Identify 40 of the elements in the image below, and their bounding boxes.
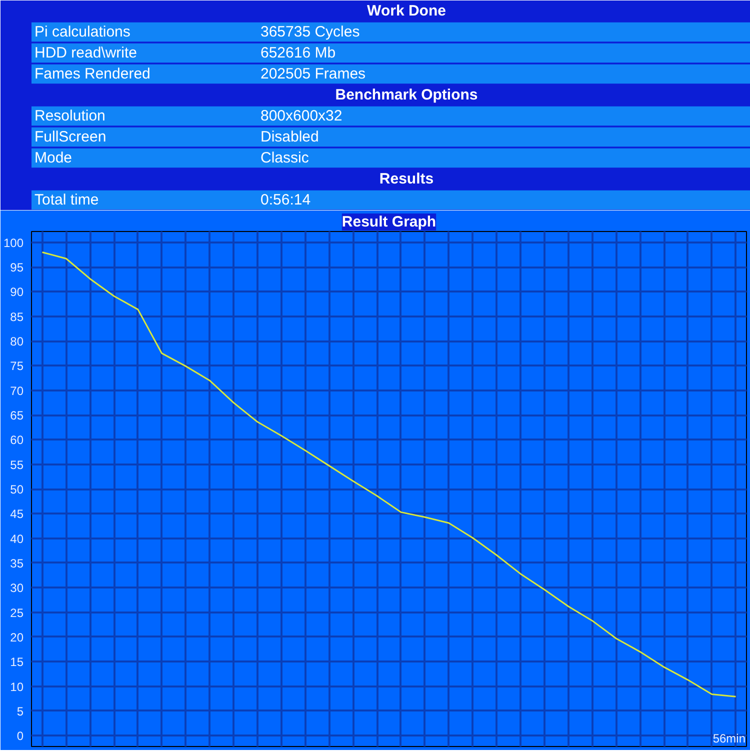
text: Total time [34,192,99,208]
y-tick-label: 20 [10,630,24,644]
annotation: 56min [712,732,746,746]
y-tick-label: 90 [10,285,24,300]
text: 0:56:14 [260,192,311,208]
text: Resolution [34,108,106,124]
text: HDD read\write [34,44,138,62]
text: 202505 Frames [260,66,366,82]
text: Pi calculations [34,24,130,40]
y-tick-label: 10 [10,680,24,694]
text: Fames Rendered [34,66,150,82]
chart-title: Result Graph [342,214,436,230]
y-tick-label: 95 [10,260,24,275]
text: 800x600x32 [260,108,342,124]
text: 365735 Cycles [260,24,360,40]
y-tick-label: 0 [16,729,24,744]
text: FullScreen [34,128,106,146]
text: Classic [260,150,310,166]
text: Mode [34,150,72,166]
text: Results [379,170,434,188]
y-tick-label: 25 [10,606,24,620]
text: Disabled [260,128,319,146]
y-tick-label: 40 [10,532,24,546]
y-tick-label: 65 [10,408,24,423]
text: Benchmark Options [335,86,478,104]
y-tick-label: 100 [3,236,24,250]
y-tick-label: 50 [10,482,24,496]
y-tick-label: 70 [10,384,24,398]
y-tick-label: 30 [10,581,24,596]
text: Work Done [367,2,446,20]
y-tick-label: 55 [10,458,24,472]
y-tick-label: 35 [10,556,24,570]
y-tick-label: 15 [10,655,24,670]
y-tick-label: 5 [16,704,24,718]
y-tick-label: 85 [10,310,24,324]
y-tick-label: 60 [10,433,24,448]
y-tick-label: 45 [10,507,24,522]
y-tick-label: 75 [10,359,24,374]
text: 652616 Mb [260,44,336,62]
y-tick-label: 80 [10,334,24,349]
